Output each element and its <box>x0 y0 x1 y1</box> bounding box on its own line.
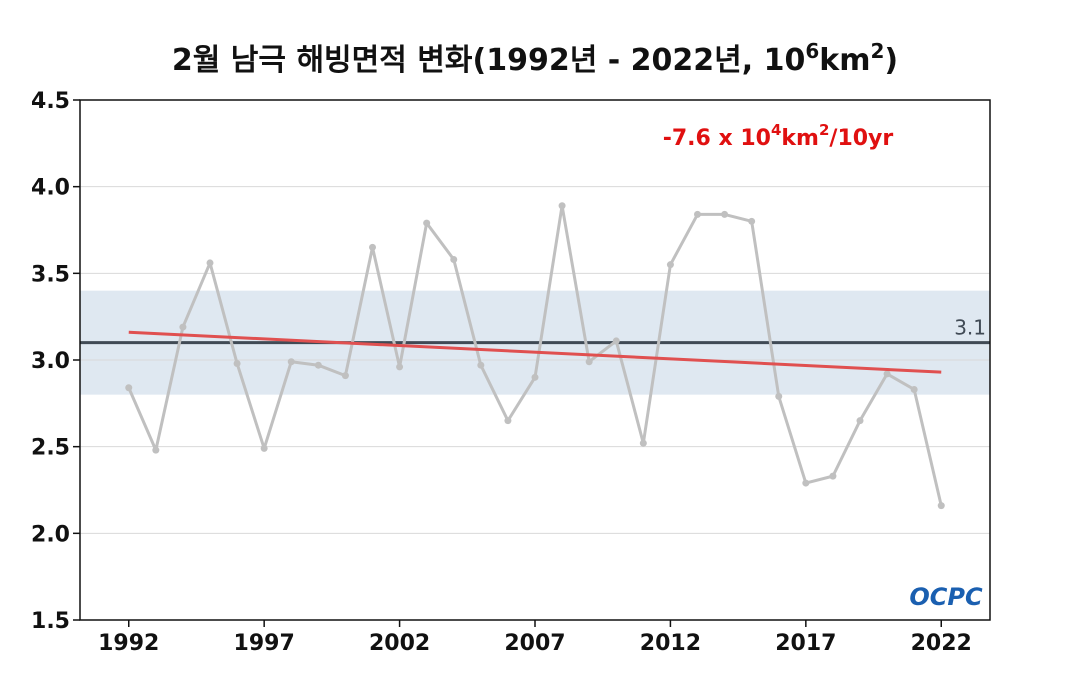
data-point <box>883 370 891 378</box>
data-point <box>260 444 268 452</box>
data-point <box>721 210 729 218</box>
data-point <box>829 472 837 480</box>
x-tick-label: 2022 <box>911 631 972 656</box>
data-point <box>937 502 945 510</box>
data-point <box>910 385 918 393</box>
data-point <box>152 446 160 454</box>
ocpc-logo: OCPC <box>909 583 983 611</box>
y-tick-label: 4.5 <box>31 89 70 114</box>
data-point <box>179 323 187 331</box>
x-tick-label: 2007 <box>504 631 565 656</box>
mean-label: 3.1 <box>954 316 986 340</box>
chart-title: 2월 남극 해빙면적 변화(1992년 - 2022년, 106km2) <box>172 39 898 78</box>
data-point <box>233 359 241 367</box>
data-point <box>287 358 295 366</box>
data-point <box>585 358 593 366</box>
data-point <box>666 261 674 269</box>
trend-line <box>128 330 942 374</box>
data-point <box>802 479 810 487</box>
data-point <box>856 417 864 425</box>
data-point <box>639 439 647 447</box>
y-tick-label: 4.0 <box>31 176 70 201</box>
y-tick-label: 2.0 <box>31 522 70 547</box>
data-point <box>423 219 431 227</box>
x-tick-label: 2012 <box>640 631 701 656</box>
data-point <box>314 361 322 369</box>
y-tick-label: 2.5 <box>31 436 70 461</box>
plot-area: 3.1 1.5 2.0 2.5 3.0 3.5 4.0 4.5 1992 1997 2002 2007… <box>31 89 991 656</box>
x-tick-label: 2017 <box>775 631 836 656</box>
data-point <box>396 363 404 371</box>
trend-annotation: -7.6 x 104km2/10yr <box>663 121 894 151</box>
data-point <box>450 255 458 263</box>
data-point <box>612 337 620 345</box>
data-point <box>341 372 349 380</box>
data-point <box>558 202 566 210</box>
x-tick-label: 1992 <box>98 631 159 656</box>
data-point <box>531 373 539 381</box>
data-point <box>748 217 756 225</box>
x-tick-label: 2002 <box>369 631 430 656</box>
data-point <box>775 392 783 400</box>
y-tick-label: 3.5 <box>31 262 70 287</box>
y-tick-label: 3.0 <box>31 349 70 374</box>
data-point <box>125 384 133 392</box>
data-point <box>477 361 485 369</box>
x-tick-label: 1997 <box>234 631 295 656</box>
data-point <box>694 210 701 218</box>
y-tick-label: 1.5 <box>31 609 70 634</box>
data-point <box>504 417 512 425</box>
data-point <box>206 259 214 267</box>
data-point <box>369 243 376 251</box>
